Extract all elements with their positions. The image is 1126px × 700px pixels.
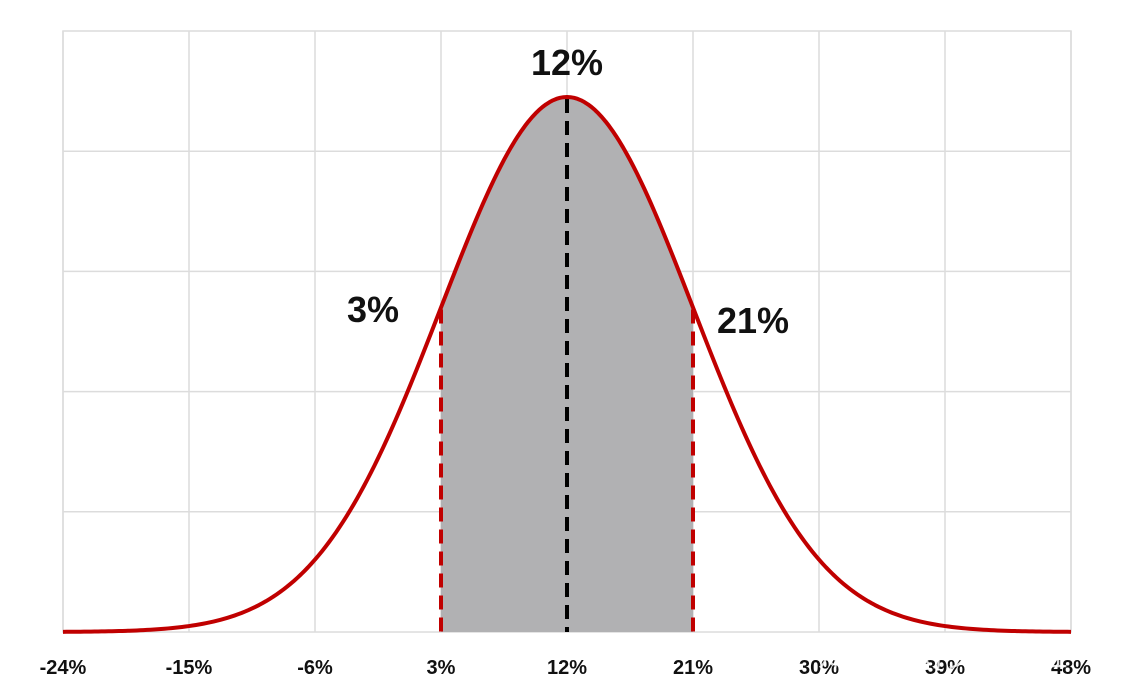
x-tick-label: -15% xyxy=(166,657,213,679)
annotation-upper: 21% xyxy=(717,300,789,341)
annotation-lower: 3% xyxy=(347,289,399,330)
x-tick-label: 3% xyxy=(427,657,456,679)
x-tick-label: 48% xyxy=(1051,657,1091,679)
distribution-curve xyxy=(62,95,1072,634)
x-tick-label: 30% xyxy=(799,657,839,679)
x-axis-tick-labels: -24% -15% -6% 3% 12% 21% 30% 39% 48% xyxy=(40,657,1092,679)
x-tick-label: 21% xyxy=(673,657,713,679)
x-tick-label: -6% xyxy=(297,657,333,679)
x-tick-label: -24% xyxy=(40,657,87,679)
annotation-mean: 12% xyxy=(531,42,603,83)
x-tick-label: 39% xyxy=(925,657,965,679)
x-tick-label: 12% xyxy=(547,657,587,679)
watermark: 知乎 @好买研习社 xyxy=(818,639,1068,674)
